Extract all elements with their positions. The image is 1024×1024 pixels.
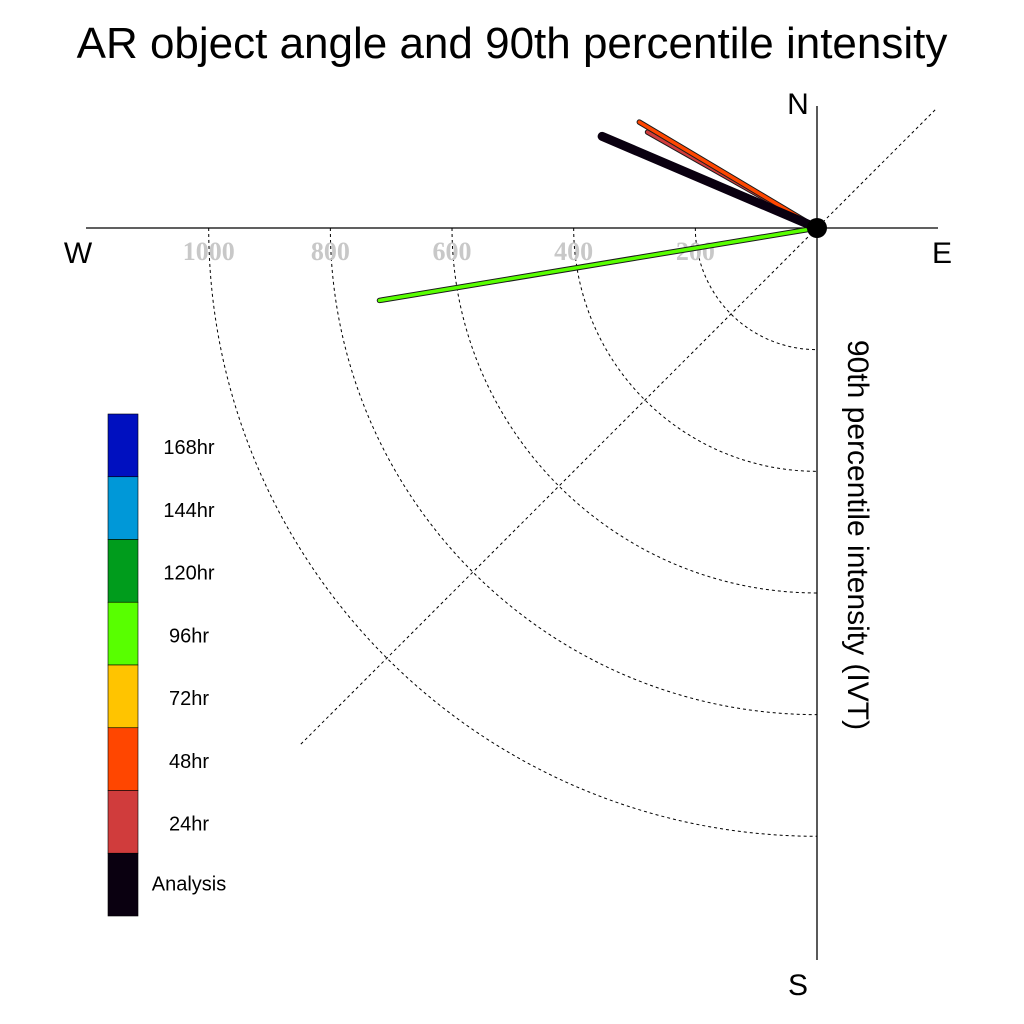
compass-east-label: E — [932, 237, 952, 270]
legend-label-96hr: 96hr — [169, 625, 209, 647]
legend-swatch-48hr — [107, 727, 139, 791]
legend: 168hr 144hr 120hr 96hr 72hr 48hr 24hr Analysis — [107, 413, 226, 917]
chart-title: AR object angle and 90th percentile inte… — [77, 19, 948, 68]
legend-swatch-Analysis — [107, 852, 139, 917]
legend-label-48hr: 48hr — [169, 751, 209, 773]
tick-label-600: 600 — [433, 237, 472, 266]
grid-ring-600 — [451, 227, 818, 594]
y-axis-label: 90th percentile intensity (IVT) — [841, 340, 874, 730]
vector-96hr — [377, 226, 819, 303]
tick-label-800: 800 — [311, 237, 350, 266]
tick-label-1000: 1000 — [183, 237, 235, 266]
legend-swatch-120hr — [107, 539, 139, 603]
legend-swatch-72hr — [107, 664, 139, 729]
legend-label-168hr: 168hr — [163, 437, 214, 459]
legend-swatch-24hr — [107, 790, 139, 854]
legend-swatch-144hr — [107, 476, 139, 540]
grid-ring-400 — [573, 227, 818, 472]
legend-swatch-168hr — [107, 413, 139, 478]
grid-ring-200 — [694, 227, 818, 351]
vector-48hr — [637, 120, 819, 230]
legend-label-24hr: 24hr — [169, 814, 209, 836]
vector-Analysis — [597, 131, 822, 233]
compass-south-label: S — [788, 969, 808, 1002]
compass-north-label: N — [787, 88, 809, 121]
polar-grid — [208, 107, 938, 837]
grid-ring-800 — [329, 227, 818, 716]
compass-west-label: W — [64, 237, 93, 270]
legend-label-144hr: 144hr — [163, 500, 214, 522]
grid-ring-1000 — [208, 227, 818, 837]
legend-label-72hr: 72hr — [169, 688, 209, 710]
legend-swatch-96hr — [107, 601, 139, 666]
vector-series — [376, 119, 822, 304]
origin-marker — [807, 218, 827, 238]
legend-label-120hr: 120hr — [163, 563, 214, 585]
legend-label-Analysis: Analysis — [152, 873, 226, 895]
tick-label-400: 400 — [554, 237, 593, 266]
